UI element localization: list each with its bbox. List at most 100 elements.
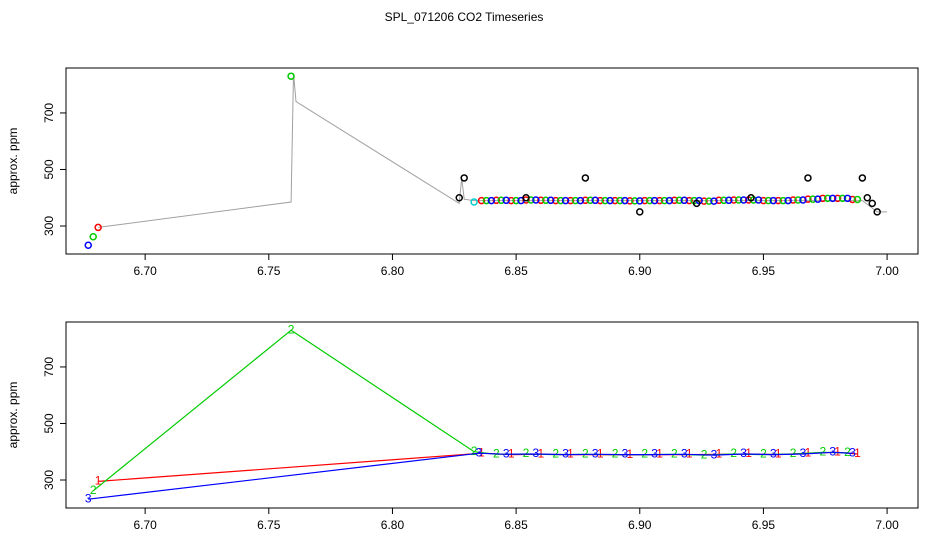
point xyxy=(833,194,842,203)
point xyxy=(556,196,565,205)
point-marker: 2 xyxy=(671,446,678,460)
point xyxy=(645,196,654,205)
point xyxy=(764,196,773,205)
point xyxy=(626,197,634,205)
point xyxy=(784,196,792,205)
point xyxy=(655,196,664,205)
point xyxy=(730,196,738,204)
x-tick-label: 6.70 xyxy=(133,518,157,532)
point xyxy=(482,196,491,205)
y-axis-label: approx. ppm xyxy=(6,128,20,195)
point-marker: 3 xyxy=(829,444,836,458)
point-marker: 3 xyxy=(711,447,718,461)
point-marker: 3 xyxy=(849,446,856,460)
point xyxy=(848,195,857,204)
x-tick-label: 6.85 xyxy=(504,264,528,278)
series-line xyxy=(92,329,848,492)
point-marker: 2 xyxy=(760,447,767,461)
point xyxy=(863,193,872,202)
point-marker: 1 xyxy=(567,447,574,461)
point xyxy=(838,194,847,203)
point xyxy=(477,196,486,205)
point xyxy=(675,196,684,205)
point xyxy=(794,196,802,204)
point xyxy=(542,196,550,205)
point xyxy=(680,196,689,205)
point-marker: 2 xyxy=(90,483,97,497)
plot-frame xyxy=(65,321,919,509)
point xyxy=(507,196,515,205)
point-marker: 2 xyxy=(819,444,826,458)
point-marker: 3 xyxy=(503,446,510,460)
point xyxy=(532,196,540,204)
point-marker: 1 xyxy=(656,447,663,461)
point xyxy=(581,196,590,205)
point xyxy=(692,199,701,208)
series-line xyxy=(88,451,853,500)
point xyxy=(640,196,649,205)
y-tick-label: 300 xyxy=(42,470,56,490)
point xyxy=(804,174,812,182)
point-marker: 1 xyxy=(95,474,102,488)
point xyxy=(571,196,580,205)
point-marker: 2 xyxy=(790,446,797,460)
point xyxy=(828,194,837,203)
point xyxy=(739,196,748,204)
point xyxy=(596,196,604,205)
point-marker: 3 xyxy=(740,446,747,460)
point-marker: 3 xyxy=(562,447,569,461)
point xyxy=(814,195,822,203)
point xyxy=(497,196,506,205)
point xyxy=(616,196,624,205)
point-marker: 3 xyxy=(770,447,777,461)
point xyxy=(779,196,787,205)
y-tick-label: 300 xyxy=(42,216,56,236)
point xyxy=(94,223,102,232)
point-marker: 1 xyxy=(854,446,861,460)
point xyxy=(561,196,570,205)
point-marker: 2 xyxy=(471,444,478,458)
x-tick-label: 6.75 xyxy=(257,264,281,278)
point-marker: 2 xyxy=(582,446,589,460)
x-tick-label: 6.80 xyxy=(381,264,405,278)
point xyxy=(576,196,585,205)
point-marker: 1 xyxy=(538,446,545,460)
point xyxy=(636,208,644,216)
point xyxy=(873,208,881,216)
x-tick-label: 7.00 xyxy=(875,518,899,532)
point xyxy=(843,194,852,203)
point-marker: 1 xyxy=(716,446,723,460)
plot-frame xyxy=(65,67,919,255)
point xyxy=(725,196,733,205)
point-marker: 3 xyxy=(800,446,807,460)
point xyxy=(819,194,827,203)
point xyxy=(789,196,797,204)
x-tick-label: 7.00 xyxy=(875,264,899,278)
y-tick-label: 500 xyxy=(42,159,56,179)
point-marker: 1 xyxy=(745,446,752,460)
point xyxy=(858,174,867,182)
point xyxy=(621,196,629,205)
x-tick-label: 6.95 xyxy=(752,518,776,532)
point-marker: 3 xyxy=(85,491,92,505)
point xyxy=(522,193,530,202)
point-marker: 3 xyxy=(533,446,540,460)
point xyxy=(759,196,768,205)
point xyxy=(522,196,530,204)
point xyxy=(581,174,590,182)
y-tick-label: 700 xyxy=(42,357,56,377)
x-tick-label: 6.70 xyxy=(133,264,157,278)
point-marker: 2 xyxy=(641,447,648,461)
x-tick-label: 6.85 xyxy=(504,518,528,532)
point xyxy=(660,196,669,205)
point xyxy=(665,196,674,205)
point xyxy=(799,196,807,204)
point xyxy=(705,197,713,205)
point-marker: 2 xyxy=(523,446,530,460)
point xyxy=(566,196,575,205)
point-marker: 2 xyxy=(552,447,559,461)
point-marker: 3 xyxy=(592,446,599,460)
point xyxy=(601,196,609,205)
